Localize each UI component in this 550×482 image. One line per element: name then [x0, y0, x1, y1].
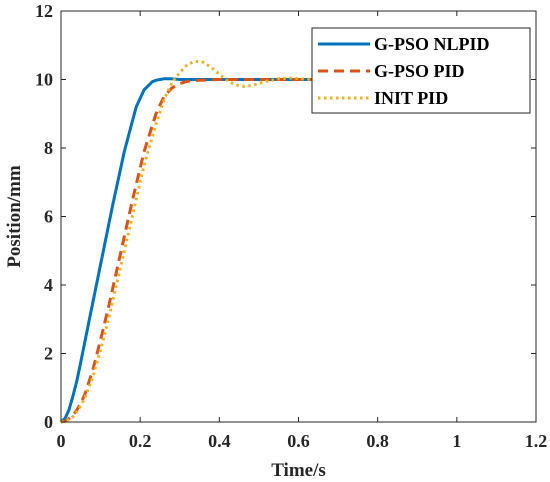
axes	[60, 10, 537, 423]
series-lines	[60, 59, 339, 424]
x-axis-title: Time/s	[271, 460, 326, 481]
y-tick-label: 0	[44, 412, 53, 432]
x-tick-label: 0	[57, 431, 66, 451]
y-tick-label: 2	[44, 344, 53, 364]
legend: G-PSO NLPID G-PSO PID INIT PID	[311, 27, 531, 114]
x-tick-label: 1.2	[525, 431, 548, 451]
y-tick-label: 12	[35, 1, 53, 21]
y-tick-label: 8	[44, 138, 53, 158]
legend-label-2: G-PSO PID	[374, 61, 465, 81]
tick-labels: 0 0.2 0.4 0.6 0.8 1 1.2 0 2 4 6 8 10 12	[35, 1, 547, 451]
x-tick-label: 0.4	[208, 431, 231, 451]
y-tick-label: 10	[35, 70, 53, 90]
y-axis-title: Position/mm	[4, 165, 25, 268]
x-tick-label: 0.8	[366, 431, 389, 451]
legend-label-1: G-PSO NLPID	[374, 34, 490, 54]
x-tick-label: 1	[452, 431, 461, 451]
x-tick-label: 0.6	[287, 431, 310, 451]
legend-label-3: INIT PID	[374, 88, 448, 108]
x-tick-label: 0.2	[129, 431, 152, 451]
y-tick-label: 6	[44, 207, 53, 227]
y-tick-label: 4	[44, 275, 53, 295]
